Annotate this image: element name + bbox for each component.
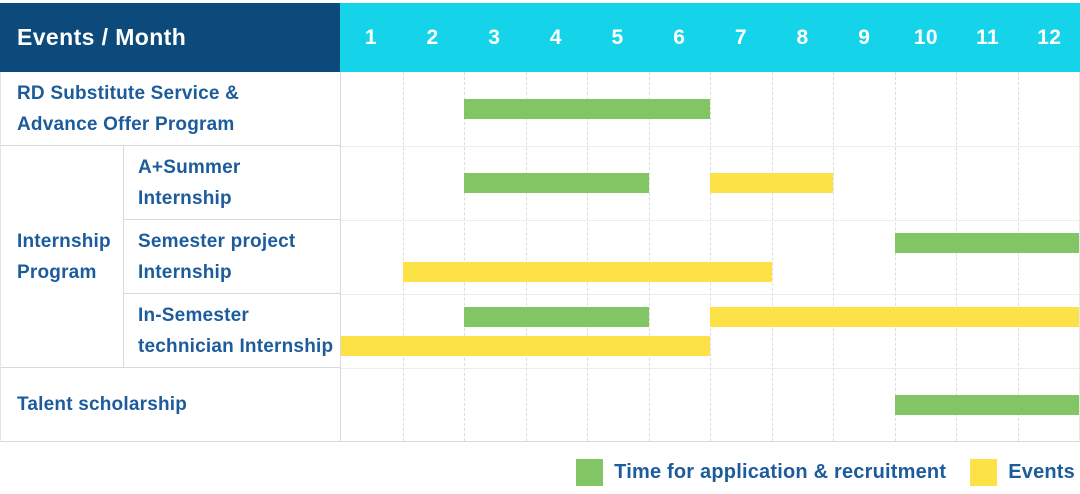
legend-item-application: Time for application & recruitment: [576, 459, 946, 486]
month-gridline: [771, 72, 773, 441]
month-gridline: [464, 72, 465, 441]
row-label-line: technician Internship: [138, 335, 334, 357]
month-gridline: [1017, 72, 1019, 441]
month-header-cell: 2: [426, 25, 439, 49]
row-label-line: Internship: [138, 261, 232, 283]
month-header-cell: 8: [796, 25, 809, 49]
gantt-bar-event: [710, 173, 833, 193]
row-gridline: [341, 220, 1079, 221]
row-label-line: Semester project: [138, 230, 296, 252]
month-header-cell: 4: [549, 25, 562, 49]
month-gridline: [710, 72, 711, 441]
row-label-line: In-Semester: [138, 304, 249, 326]
month-header-cell: 12: [1037, 25, 1062, 49]
row-gridline: [341, 294, 1079, 295]
row-label-line: RD Substitute Service &: [17, 82, 240, 104]
gantt-bar-application: [464, 99, 710, 119]
row-label-semester-project-internship: Semester project Internship: [124, 220, 340, 294]
month-gridline: [402, 72, 404, 441]
month-gridline: [833, 72, 834, 441]
month-gridline: [587, 72, 588, 441]
gantt-bar-application: [894, 233, 1079, 253]
month-header-cell: 5: [611, 25, 624, 49]
group-label-line: Internship: [17, 230, 111, 252]
gantt-grid-area: [340, 72, 1080, 442]
row-label-talent-scholarship: Talent scholarship: [0, 368, 340, 442]
gantt-bar-application: [464, 307, 649, 327]
month-header-cell: 1: [364, 25, 377, 49]
month-gridline: [648, 72, 650, 441]
month-header-cell: 7: [734, 25, 747, 49]
gantt-bar-application: [894, 395, 1079, 415]
gantt-bar-application: [464, 173, 649, 193]
legend-label-application: Time for application & recruitment: [614, 461, 947, 483]
month-gridline: [525, 72, 527, 441]
row-gridline: [341, 368, 1079, 369]
events-color-swatch: [970, 459, 998, 486]
legend: Time for application & recruitment Event…: [576, 459, 1075, 486]
legend-label-events: Events: [1008, 461, 1075, 483]
legend-item-events: Events: [970, 459, 1075, 486]
row-label-line: Talent scholarship: [17, 394, 188, 415]
row-label-line: Advance Offer Program: [17, 113, 235, 135]
table-left-border: [0, 72, 1, 442]
month-gridline: [956, 72, 957, 441]
month-header-cell: 3: [488, 25, 501, 49]
application-color-swatch: [576, 459, 604, 486]
row-gridline: [341, 146, 1079, 147]
month-header-row: 1 2 3 4 5 6 7 8 9 10 11 12: [340, 3, 1080, 72]
month-gridline: [894, 72, 896, 441]
events-month-label: Events / Month: [17, 24, 187, 50]
row-label-a-plus-summer-internship: A+Summer Internship: [124, 146, 340, 220]
events-month-header-cell: Events / Month: [0, 3, 340, 72]
gantt-bar-event: [402, 262, 772, 282]
gantt-bar-event: [710, 307, 1079, 327]
row-label-line: Internship: [138, 187, 232, 209]
row-label-in-semester-technician-internship: In-Semester technician Internship: [124, 294, 340, 368]
month-header-cell: 11: [976, 25, 999, 49]
month-header-cell: 6: [673, 25, 686, 49]
group-label-line: Program: [17, 261, 97, 283]
month-header-cell: 9: [858, 25, 871, 49]
month-header-cell: 10: [913, 25, 938, 49]
gantt-bar-event: [341, 336, 710, 356]
row-label-rd-substitute: RD Substitute Service & Advance Offer Pr…: [0, 72, 340, 146]
group-label-internship-program: Internship Program: [0, 146, 124, 368]
row-label-line: A+Summer: [138, 156, 241, 178]
